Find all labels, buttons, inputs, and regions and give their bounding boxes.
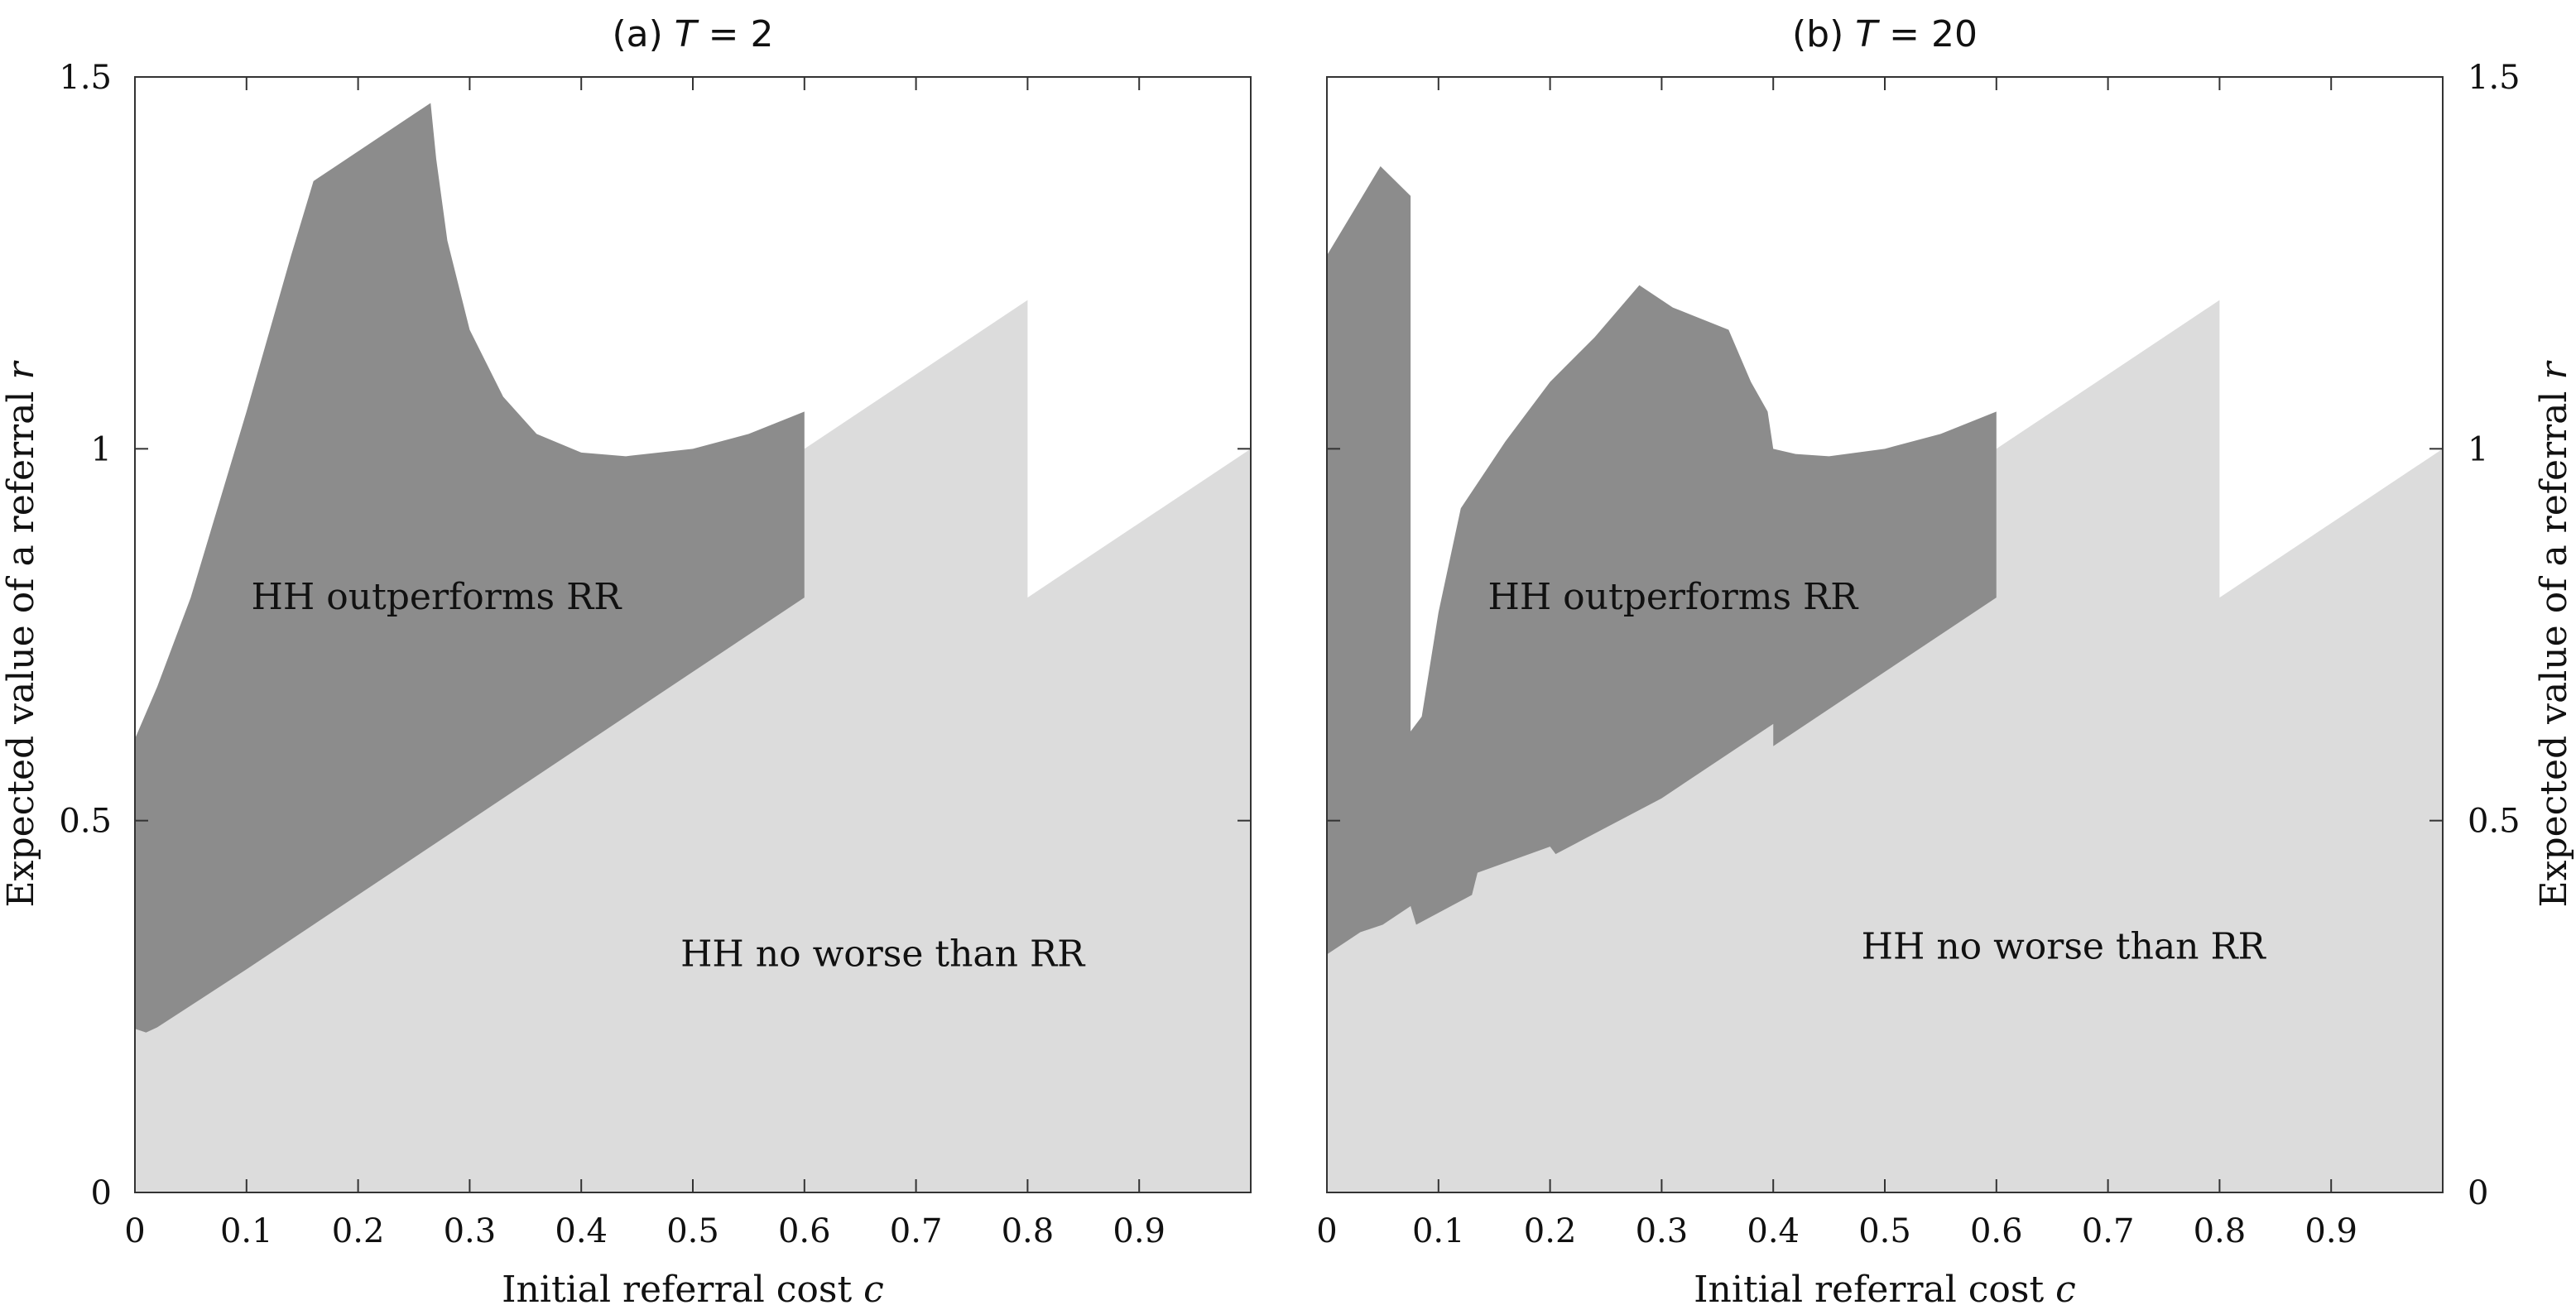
x-tick-label: 0.8: [2194, 1212, 2247, 1250]
x-tick-label: 0.4: [555, 1212, 608, 1250]
y-tick-label: 0.5: [2468, 803, 2521, 841]
panel-title-prefix: (a): [612, 13, 674, 55]
region-no-worse: [1327, 300, 2443, 1192]
x-tick-label: 0.5: [666, 1212, 719, 1250]
region-outperforms: [135, 103, 805, 1033]
panel-title: (a) T = 2: [612, 13, 773, 55]
x-tick-label: 0.6: [778, 1212, 831, 1250]
panel-title: (b) T = 20: [1792, 13, 1978, 55]
plot-area: [135, 103, 1251, 1192]
region-no-worse: [135, 300, 1251, 1192]
panel-a: 0 0.1 0.2 0.3 0.4 0.5 0.6 0.7 0.8 0.9 0 0.5 1 1.5 (a) …: [0, 13, 1252, 1305]
x-axis-label: Initial referral cost c: [502, 1269, 884, 1305]
y-axis-label: Expected value of a referral r: [0, 360, 42, 908]
x-tick-label: 0: [1316, 1212, 1337, 1250]
x-tick-label: 0.5: [1858, 1212, 1911, 1250]
y-tick-label: 1.5: [59, 59, 112, 97]
panel-title-rest: = 2: [697, 13, 774, 55]
x-tick-label: 0.7: [2082, 1212, 2135, 1250]
panel-title-rest: = 20: [1877, 13, 1978, 55]
region-label: HH outperforms RR: [252, 576, 623, 618]
y-tick-label: 1.5: [2468, 59, 2521, 97]
panel-title-prefix: (b): [1792, 13, 1855, 55]
x-tick-label: 0.6: [1970, 1212, 2023, 1250]
plot-area: [1327, 166, 2443, 1192]
y-tick-label: 1: [91, 430, 112, 468]
region-outperforms: [1327, 166, 1997, 955]
region-label: HH outperforms RR: [1487, 576, 1859, 618]
panel-b: 0 0.1 0.2 0.3 0.4 0.5 0.6 0.7 0.8 0.9 0 0.5 1 1.5 (b) …: [1316, 13, 2575, 1305]
y-tick-label: 0: [91, 1174, 112, 1212]
x-tick-label: 0.9: [2304, 1212, 2357, 1250]
region-label: HH no worse than RR: [1862, 925, 2267, 967]
x-tick-label: 0.4: [1747, 1212, 1800, 1250]
x-tick-label: 0: [124, 1212, 145, 1250]
x-tick-label: 0.1: [1412, 1212, 1465, 1250]
x-tick-label: 0.7: [890, 1212, 943, 1250]
x-tick-label: 0.1: [220, 1212, 273, 1250]
y-tick-label: 1: [2468, 430, 2488, 468]
y-axis-label: Expected value of a referral r: [2533, 360, 2575, 908]
x-tick-label: 0.3: [444, 1212, 497, 1250]
x-axis-label: Initial referral cost c: [1694, 1269, 2076, 1305]
region-label: HH no worse than RR: [680, 933, 1086, 975]
panel-title-var: T: [675, 13, 699, 55]
y-tick-label: 0.5: [59, 803, 112, 841]
panel-title-var: T: [1855, 13, 1880, 55]
x-tick-label: 0.8: [1002, 1212, 1055, 1250]
x-tick-label: 0.2: [1524, 1212, 1577, 1250]
x-tick-label: 0.2: [332, 1212, 385, 1250]
y-tick-label: 0: [2468, 1174, 2488, 1212]
x-tick-label: 0.3: [1636, 1212, 1689, 1250]
x-tick-label: 0.9: [1113, 1212, 1165, 1250]
